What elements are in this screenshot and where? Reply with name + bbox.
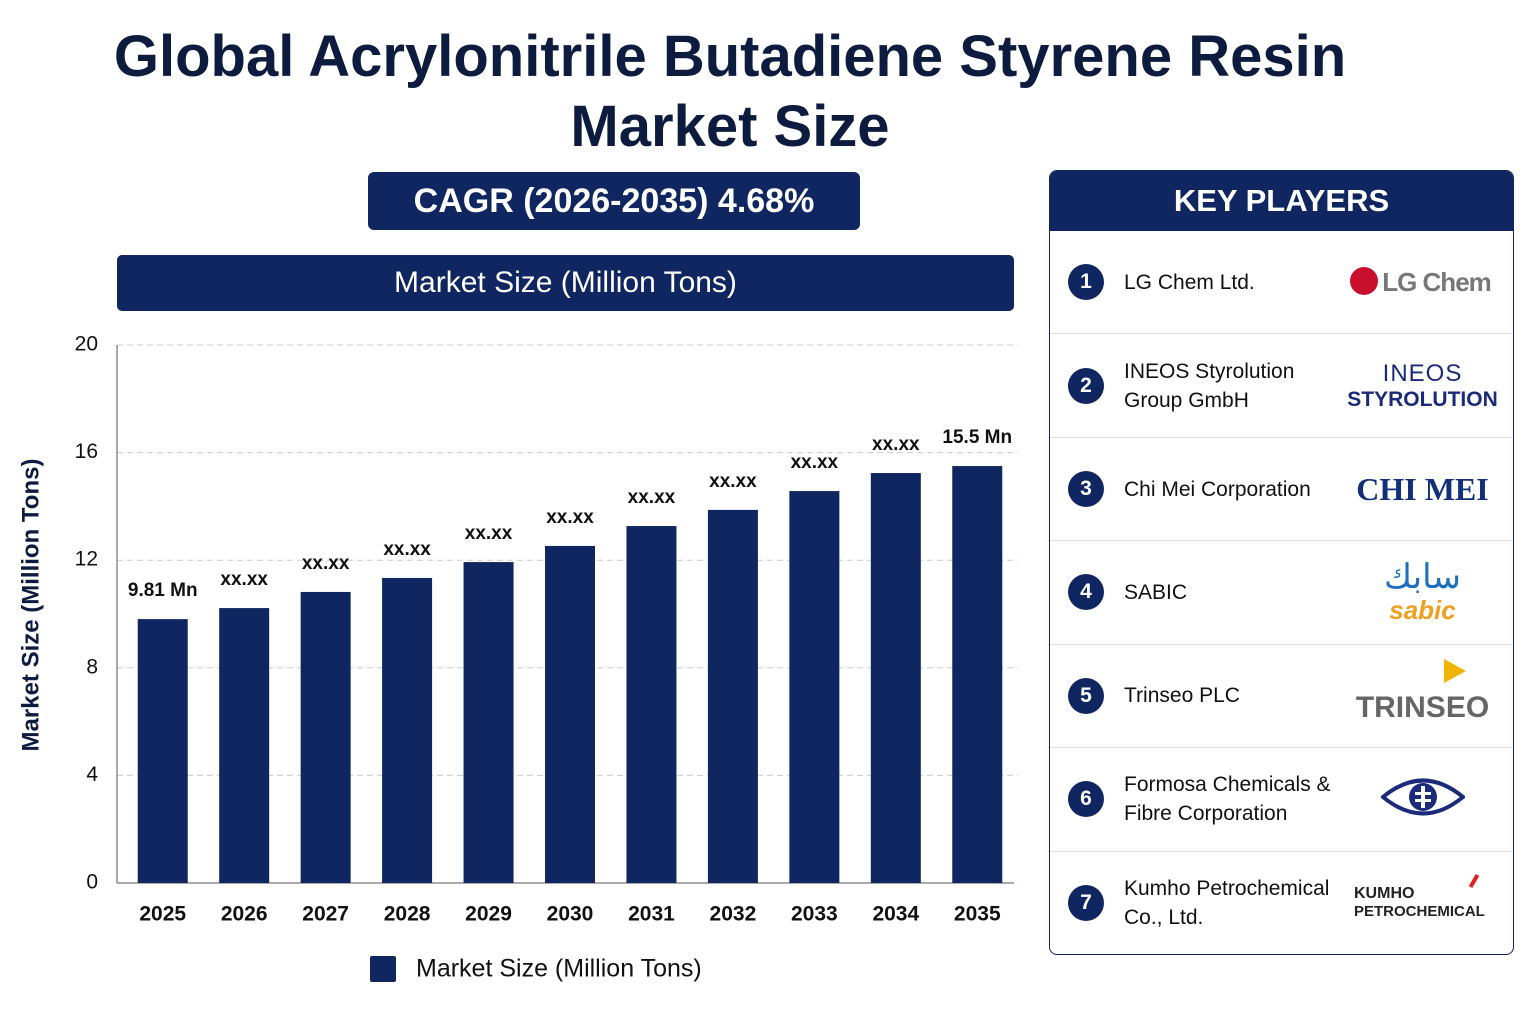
key-players-panel: KEY PLAYERS 1 LG Chem Ltd. LG Chem 2 INEOS S…: [1049, 170, 1514, 955]
logo-text: PETROCHEMICAL: [1354, 903, 1485, 921]
x-tick-label: 2032: [710, 903, 757, 926]
logo-text: LG Chem: [1382, 266, 1492, 297]
player-row: 2 INEOS Styrolution Group GmbH INEOS STYROL…: [1050, 333, 1513, 436]
logo-text: TRINSEO: [1355, 690, 1490, 724]
cagr-badge: CAGR (2026-2035) 4.68%: [368, 172, 860, 230]
player-name: SABIC: [1124, 580, 1188, 604]
player-name: INEOS Styrolution Group GmbH: [1124, 359, 1295, 412]
chart-subtitle: Market Size (Million Tons): [117, 255, 1014, 311]
player-logo: سابك sabic: [1340, 559, 1505, 626]
rank-badge: 1: [1068, 264, 1104, 301]
logo-text: KUMHO: [1354, 885, 1415, 903]
player-logo: TRINSEO: [1340, 658, 1505, 725]
bar: [300, 591, 351, 883]
bar: [952, 466, 1003, 883]
x-tick-label: 2027: [302, 903, 349, 926]
y-tick-label: 20: [75, 333, 98, 356]
legend-swatch: [370, 956, 396, 982]
player-name: Chi Mei Corporation: [1124, 477, 1311, 501]
value-label: 9.81 Mn: [128, 580, 198, 601]
logo-text: sabic: [1389, 594, 1456, 625]
logo-icon: [1444, 658, 1466, 683]
value-label: xx.xx: [383, 539, 431, 560]
player-row: 4 SABIC سابك sabic: [1050, 540, 1513, 643]
rank-badge: 3: [1068, 471, 1104, 508]
rank-badge: 2: [1068, 367, 1104, 404]
bar: [870, 473, 921, 883]
y-tick-label: 8: [86, 655, 98, 678]
logo-text: STYROLUTION: [1347, 387, 1498, 411]
logo-icon: [1350, 267, 1378, 296]
x-tick-label: 2025: [139, 903, 186, 926]
value-label: xx.xx: [220, 569, 268, 590]
rank-badge: 4: [1068, 574, 1104, 611]
value-label: xx.xx: [465, 523, 513, 544]
player-name: Formosa Chemicals & Fibre Corporation: [1124, 773, 1331, 826]
x-tick-label: 2034: [872, 903, 919, 926]
chart: Market Size (Million Tons) 0 4 8 12 16 20 2025…: [17, 333, 1018, 983]
bar: [382, 577, 433, 883]
player-name: Trinseo PLC: [1124, 684, 1240, 708]
value-label: xx.xx: [709, 471, 757, 492]
bar: [219, 608, 270, 883]
value-label: xx.xx: [872, 434, 920, 455]
x-tick-label: 2029: [465, 903, 512, 926]
x-tick-label: 2035: [954, 903, 1001, 926]
y-tick-label: 4: [86, 763, 98, 786]
rank-badge: 7: [1068, 884, 1104, 921]
rank-badge: 6: [1068, 781, 1104, 818]
logo-icon: [1379, 778, 1466, 816]
x-tick-label: 2030: [547, 903, 594, 926]
panel-title: KEY PLAYERS: [1050, 171, 1513, 231]
value-label: 15.5 Mn: [942, 427, 1012, 448]
player-row: 6 Formosa Chemicals & Fibre Corporation: [1050, 747, 1513, 850]
player-row: 7 Kumho Petrochemical Co., Ltd. KUMHO PETRO…: [1050, 850, 1513, 954]
value-label: xx.xx: [302, 553, 350, 574]
x-tick-label: 2028: [384, 903, 431, 926]
bar: [137, 619, 188, 883]
y-tick-label: 16: [75, 440, 98, 463]
bar: [463, 562, 514, 883]
title: Global Acrylonitrile Butadiene Styrene R…: [113, 24, 1347, 159]
bar: [626, 526, 677, 883]
logo-text: INEOS: [1382, 359, 1463, 387]
player-name: LG Chem Ltd.: [1124, 270, 1255, 294]
rank-badge: 5: [1068, 677, 1104, 714]
player-logo: CHI MEI: [1340, 471, 1505, 508]
value-label: xx.xx: [546, 507, 594, 528]
y-tick-label: 0: [86, 871, 98, 894]
bar: [545, 545, 595, 883]
logo-text: CHI MEI: [1356, 470, 1489, 507]
x-tick-label: 2033: [791, 903, 838, 926]
x-tick-label: 2031: [628, 903, 675, 926]
player-logo: KUMHO PETROCHEMICAL: [1340, 874, 1505, 921]
player-name: Kumho Petrochemical Co., Ltd.: [1124, 876, 1330, 929]
bar: [789, 491, 840, 883]
x-tick-label: 2026: [221, 903, 268, 926]
player-row: 3 Chi Mei Corporation CHI MEI: [1050, 436, 1513, 540]
y-axis-label: Market Size (Million Tons): [17, 459, 44, 752]
bar: [707, 509, 758, 883]
value-label: xx.xx: [791, 452, 839, 473]
player-logo: [1340, 772, 1505, 827]
player-logo: LG Chem: [1340, 267, 1505, 298]
player-row: 1 LG Chem Ltd. LG Chem: [1050, 231, 1513, 333]
player-row: 5 Trinseo PLC TRINSEO: [1050, 643, 1513, 747]
player-logo: INEOS STYROLUTION: [1340, 360, 1505, 412]
logo-text: سابك: [1384, 557, 1461, 596]
legend-label: Market Size (Million Tons): [416, 955, 702, 983]
value-label: xx.xx: [628, 487, 676, 508]
y-tick-label: 12: [75, 548, 98, 571]
